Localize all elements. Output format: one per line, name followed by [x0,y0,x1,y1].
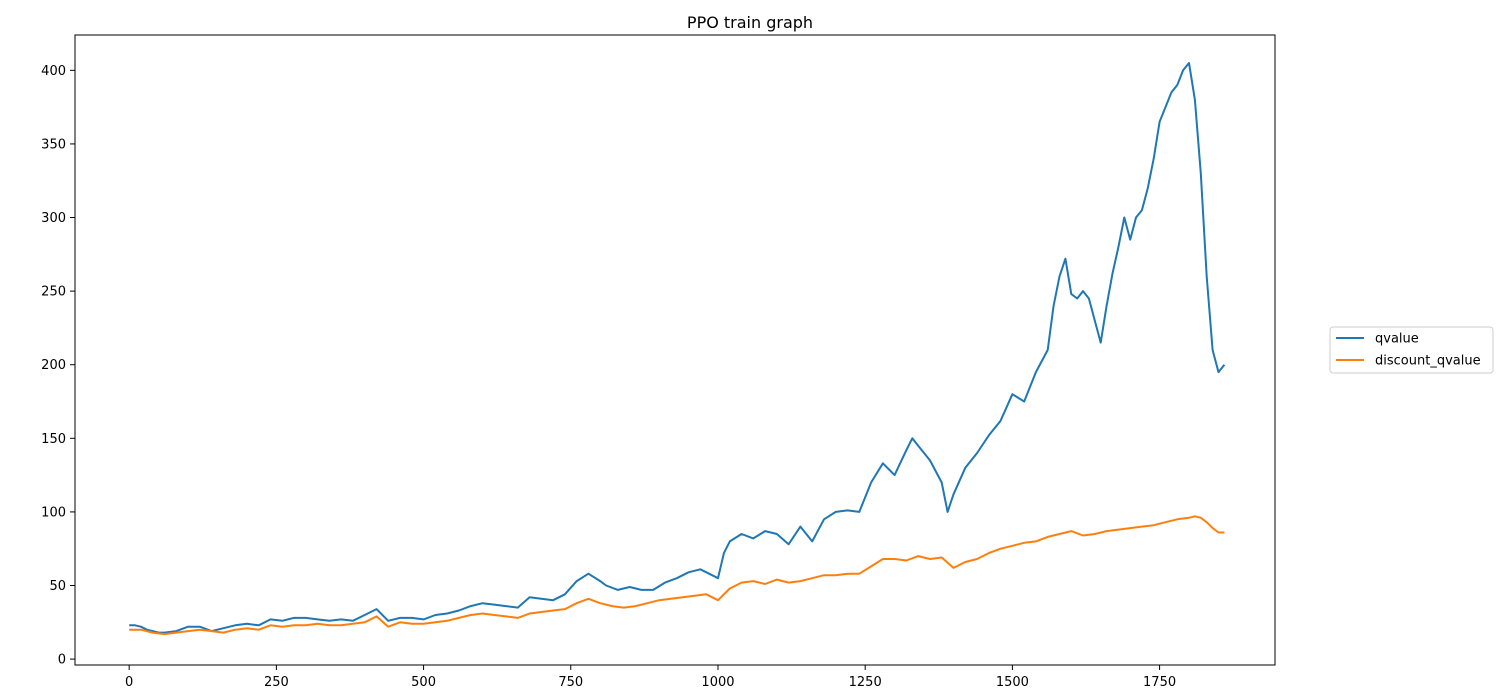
y-tick-label: 350 [41,137,66,152]
y-axis: 0 50 100 150 200 250 300 350 400 [41,64,75,668]
x-tick-label: 1500 [996,675,1029,690]
x-tick-label: 1750 [1143,675,1176,690]
x-tick-label: 500 [411,675,436,690]
y-tick-label: 400 [41,64,66,79]
series-line-discount-qvalue [129,515,1225,636]
chart-title: PPO train graph [687,13,813,32]
x-tick-label: 250 [264,675,289,690]
series-line-qvalue [129,62,1226,634]
y-tick-label: 150 [41,432,66,447]
x-axis: 0 250 500 750 1000 1250 1500 1750 [125,665,1176,690]
y-tick-label: 100 [41,505,66,520]
x-tick-label: 1000 [701,675,734,690]
y-tick-label: 200 [41,358,66,373]
series-layer [129,62,1226,636]
legend-label: discount_qvalue [1375,354,1481,369]
legend-box [1329,326,1494,374]
x-tick-label: 0 [125,675,133,690]
y-tick-label: 50 [49,579,66,594]
y-tick-label: 0 [58,653,66,668]
plot-area-frame [74,34,1276,666]
y-tick-label: 300 [41,211,66,226]
legend: qvalue discount_qvalue [1329,326,1494,374]
legend-label: qvalue [1375,332,1419,347]
y-tick-label: 250 [41,285,66,300]
x-tick-label: 1250 [849,675,882,690]
x-tick-label: 750 [558,675,583,690]
